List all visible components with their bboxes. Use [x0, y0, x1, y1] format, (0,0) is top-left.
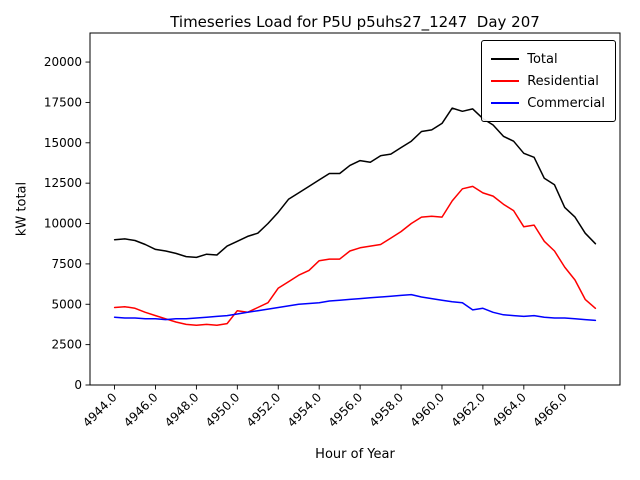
x-tick-label: 4964.0: [489, 390, 529, 430]
y-tick-label: 17500: [44, 95, 82, 109]
y-tick-label: 10000: [44, 217, 82, 231]
legend-label-total: Total: [527, 51, 558, 67]
legend-item-total: Total: [491, 48, 605, 70]
legend-label-residential: Residential: [527, 73, 599, 89]
axes-frame: [89, 32, 621, 386]
x-tick-label: 4960.0: [407, 390, 447, 430]
y-tick-label: 2500: [51, 338, 82, 352]
x-tick-label: 4948.0: [162, 390, 202, 430]
series-line-residential: [113, 185, 597, 327]
x-axis-label: Hour of Year: [315, 447, 395, 462]
x-tick-label: 4958.0: [367, 390, 407, 430]
y-tick-label: 0: [74, 378, 82, 392]
y-tick-label: 5000: [51, 297, 82, 311]
chart-title: Timeseries Load for P5U p5uhs27_1247 Day…: [170, 13, 540, 31]
legend-label-commercial: Commercial: [527, 95, 605, 111]
y-axis-label: kW total: [14, 181, 30, 237]
y-tick-label: 15000: [44, 136, 82, 150]
x-tick-label: 4956.0: [326, 390, 366, 430]
x-tick-label: 4952.0: [244, 390, 284, 430]
x-tick-label: 4966.0: [530, 390, 570, 430]
x-tick-label: 4954.0: [285, 390, 325, 430]
x-tick-label: 4944.0: [80, 390, 120, 430]
y-tick-label: 7500: [51, 257, 82, 271]
legend-line-residential-icon: [491, 80, 520, 82]
y-tick-label: 12500: [44, 176, 82, 190]
x-tick-label: 4946.0: [121, 390, 161, 430]
legend: Total Residential Commercial: [481, 40, 616, 122]
legend-line-total-icon: [491, 58, 520, 60]
x-tick-label: 4962.0: [448, 390, 488, 430]
legend-line-commercial-icon: [491, 102, 520, 104]
series-line-total: [113, 107, 597, 259]
series-line-commercial: [113, 293, 597, 322]
y-tick-label: 20000: [44, 55, 82, 69]
legend-item-commercial: Commercial: [491, 92, 605, 114]
legend-item-residential: Residential: [491, 70, 605, 92]
x-tick-label: 4950.0: [203, 390, 243, 430]
